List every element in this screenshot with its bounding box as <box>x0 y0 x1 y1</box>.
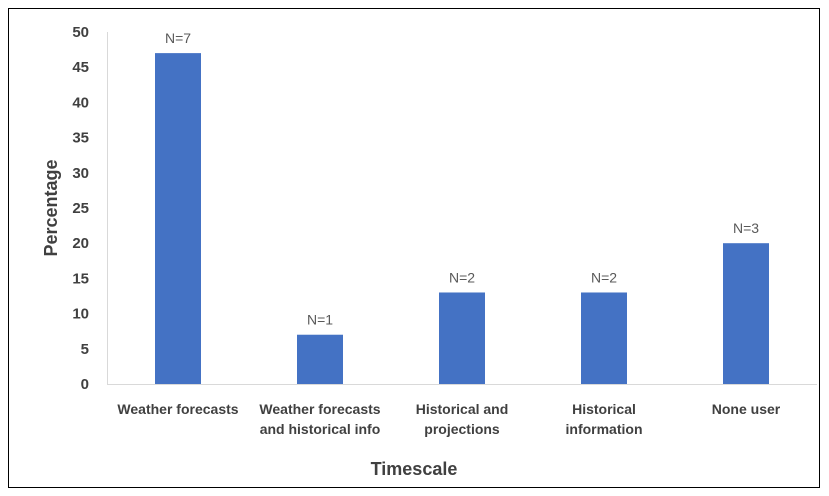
y-tick-label: 30 <box>72 165 89 182</box>
x-category-label: Historical information <box>566 401 643 437</box>
y-tick-label: 35 <box>72 130 89 147</box>
y-tick-label: 0 <box>81 376 89 393</box>
data-labels: N=7 N=1 N=2 N=2 N=3 <box>165 30 759 328</box>
y-tick-label: 15 <box>72 270 89 287</box>
x-category-label: Weather forecasts <box>117 401 238 417</box>
bar-data-label: N=2 <box>591 269 617 285</box>
y-tick-label: 25 <box>72 200 89 217</box>
bar-data-label: N=2 <box>449 269 475 285</box>
x-category-label: None user <box>712 401 781 417</box>
bar-data-label: N=3 <box>733 220 759 236</box>
y-tick-label: 10 <box>72 306 89 323</box>
bar <box>723 243 769 384</box>
bar-data-label: N=7 <box>165 30 191 46</box>
x-category-label: Weather forecasts and historical info <box>259 401 380 437</box>
bars <box>155 53 769 385</box>
y-tick-label: 50 <box>72 24 89 41</box>
y-axis-ticks: 0 5 10 15 20 25 30 35 40 45 50 <box>72 24 89 393</box>
y-tick-label: 45 <box>72 59 89 76</box>
bar <box>439 292 485 384</box>
y-tick-label: 40 <box>72 94 89 111</box>
bar <box>155 53 201 385</box>
y-axis-title: Percentage <box>41 159 61 256</box>
bar <box>297 334 343 384</box>
y-tick-label: 5 <box>81 341 89 358</box>
chart-area <box>8 8 820 488</box>
x-axis-category-labels: Weather forecasts Weather forecasts and hi… <box>117 401 780 437</box>
bar-data-label: N=1 <box>307 312 333 328</box>
bar <box>581 292 627 384</box>
x-category-label: Historical and projections <box>416 401 509 437</box>
x-axis-title: Timescale <box>371 459 458 479</box>
y-tick-label: 20 <box>72 235 89 252</box>
